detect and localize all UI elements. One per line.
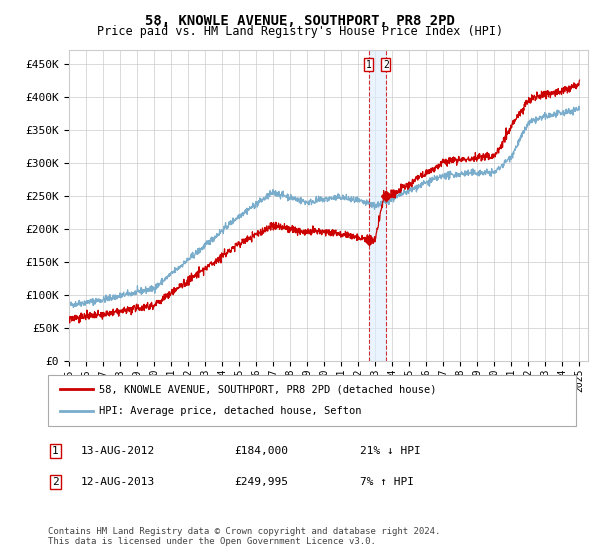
Text: 7% ↑ HPI: 7% ↑ HPI [360, 477, 414, 487]
Bar [369, 50, 386, 361]
Text: 1: 1 [52, 446, 59, 456]
Text: Price paid vs. HM Land Registry's House Price Index (HPI): Price paid vs. HM Land Registry's House … [97, 25, 503, 38]
Text: 1: 1 [366, 60, 372, 70]
Text: £184,000: £184,000 [234, 446, 288, 456]
Text: 58, KNOWLE AVENUE, SOUTHPORT, PR8 2PD (detached house): 58, KNOWLE AVENUE, SOUTHPORT, PR8 2PD (d… [99, 384, 437, 394]
Text: 2: 2 [52, 477, 59, 487]
Text: £249,995: £249,995 [234, 477, 288, 487]
Text: 12-AUG-2013: 12-AUG-2013 [81, 477, 155, 487]
Text: HPI: Average price, detached house, Sefton: HPI: Average price, detached house, Seft… [99, 407, 361, 417]
Text: Contains HM Land Registry data © Crown copyright and database right 2024.
This d: Contains HM Land Registry data © Crown c… [48, 526, 440, 546]
Text: 2: 2 [383, 60, 389, 70]
Text: 13-AUG-2012: 13-AUG-2012 [81, 446, 155, 456]
Text: 21% ↓ HPI: 21% ↓ HPI [360, 446, 421, 456]
Text: 58, KNOWLE AVENUE, SOUTHPORT, PR8 2PD: 58, KNOWLE AVENUE, SOUTHPORT, PR8 2PD [145, 14, 455, 28]
